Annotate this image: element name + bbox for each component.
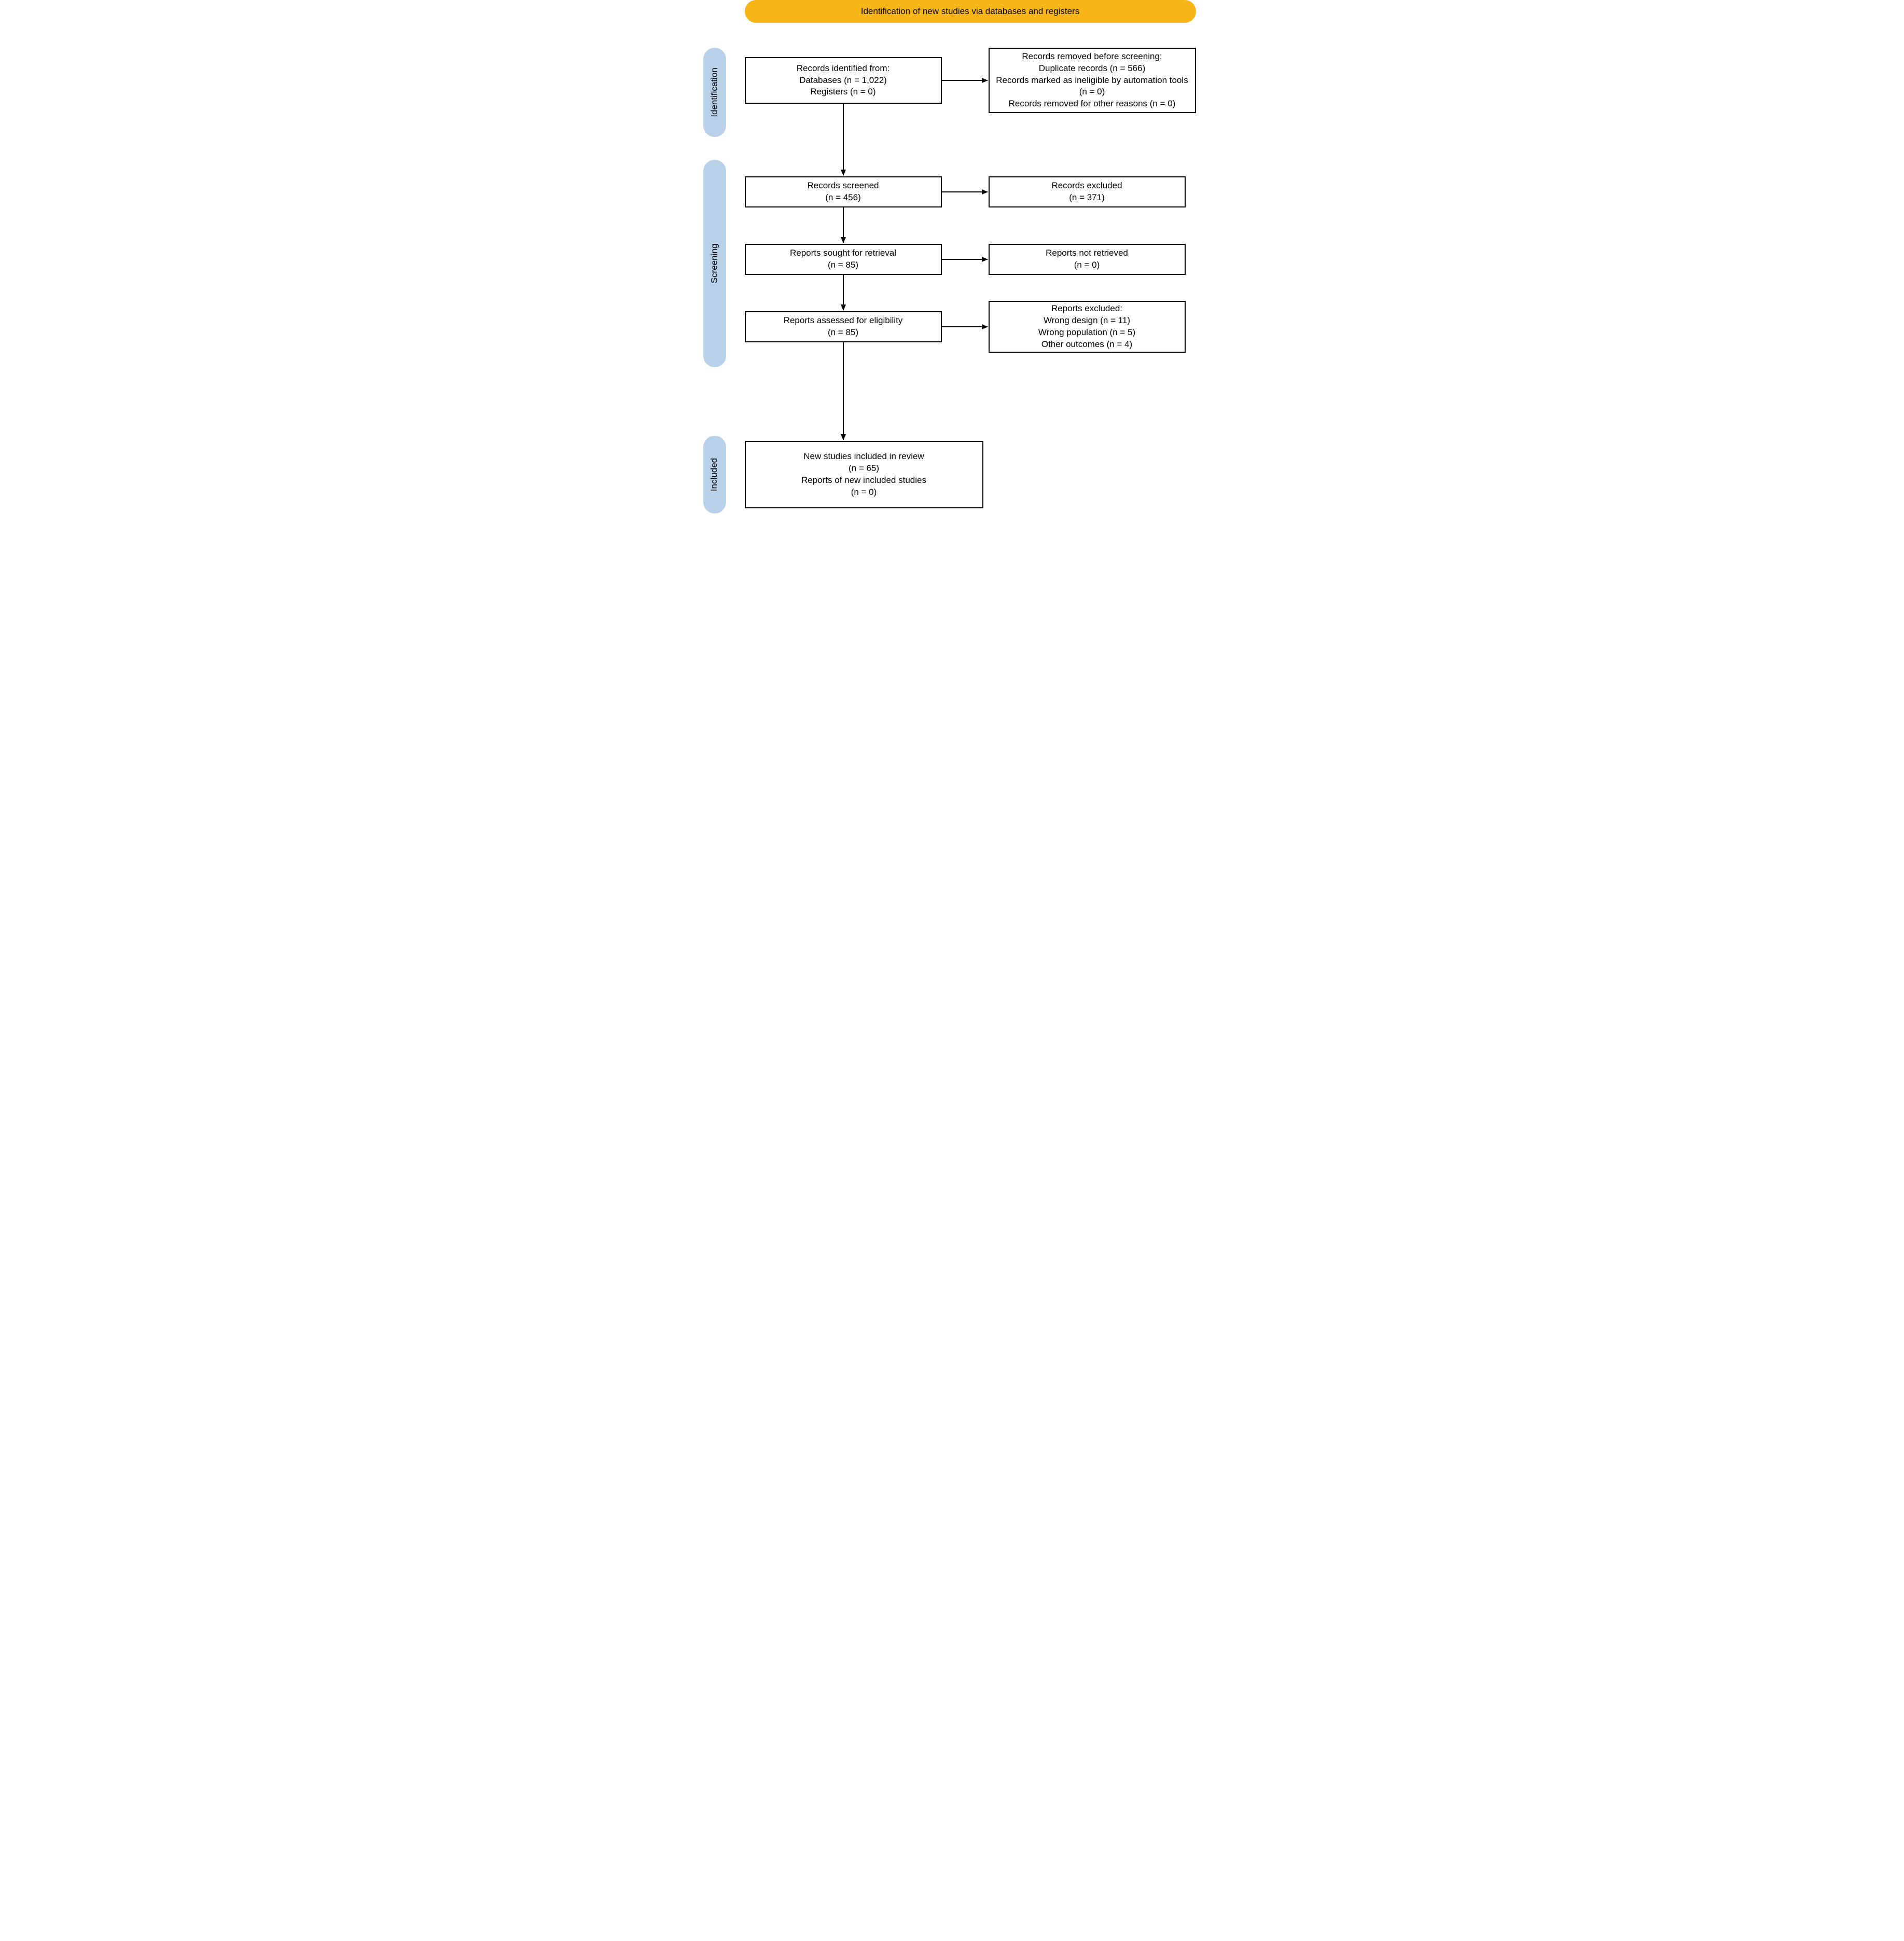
header-bar: Identification of new studies via databa… — [745, 0, 1196, 23]
phase-identification-label: Identification — [710, 67, 720, 117]
text-line: Registers (n = 0) — [810, 86, 875, 98]
text-line: (n = 0) — [1074, 259, 1100, 271]
phase-screening-label: Screening — [710, 244, 720, 284]
phase-screening: Screening — [703, 160, 726, 367]
text-line: Reports of new included studies — [801, 475, 926, 487]
box-excluded: Records excluded (n = 371) — [989, 176, 1186, 207]
text-line: Duplicate records (n = 566) — [1039, 63, 1146, 75]
text-line: (n = 85) — [828, 327, 858, 339]
text-line: (n = 65) — [849, 463, 879, 475]
text-line: (n = 0) — [851, 487, 877, 498]
text-line: New studies included in review — [803, 451, 924, 463]
box-included: New studies included in review (n = 65) … — [745, 441, 983, 508]
text-line: Records marked as ineligible by automati… — [995, 75, 1190, 99]
prisma-flowchart: Identification of new studies via databa… — [693, 0, 1212, 529]
text-line: Records screened — [808, 180, 879, 192]
header-title: Identification of new studies via databa… — [861, 6, 1079, 17]
box-notretrieved: Reports not retrieved (n = 0) — [989, 244, 1186, 275]
text-line: Reports assessed for eligibility — [784, 315, 903, 327]
text-line: (n = 371) — [1069, 192, 1105, 204]
text-line: (n = 85) — [828, 259, 858, 271]
text-line: Reports not retrieved — [1046, 247, 1128, 259]
phase-identification: Identification — [703, 48, 726, 137]
box-reportsexcluded: Reports excluded: Wrong design (n = 11) … — [989, 301, 1186, 353]
text-line: Other outcomes (n = 4) — [1041, 339, 1132, 351]
text-line: Databases (n = 1,022) — [799, 75, 887, 87]
text-line: Records removed before screening: — [1022, 51, 1162, 63]
phase-included: Included — [703, 436, 726, 514]
text-line: (n = 456) — [825, 192, 861, 204]
text-line: Records identified from: — [797, 63, 890, 75]
text-line: Reports excluded: — [1051, 303, 1122, 315]
box-removed: Records removed before screening: Duplic… — [989, 48, 1196, 113]
box-identified: Records identified from: Databases (n = … — [745, 57, 942, 104]
phase-included-label: Included — [710, 458, 720, 491]
box-sought: Reports sought for retrieval (n = 85) — [745, 244, 942, 275]
text-line: Wrong population (n = 5) — [1038, 327, 1135, 339]
text-line: Wrong design (n = 11) — [1044, 315, 1130, 327]
text-line: Records excluded — [1051, 180, 1122, 192]
box-assessed: Reports assessed for eligibility (n = 85… — [745, 311, 942, 342]
box-screened: Records screened (n = 456) — [745, 176, 942, 207]
text-line: Records removed for other reasons (n = 0… — [1009, 98, 1176, 110]
text-line: Reports sought for retrieval — [790, 247, 896, 259]
